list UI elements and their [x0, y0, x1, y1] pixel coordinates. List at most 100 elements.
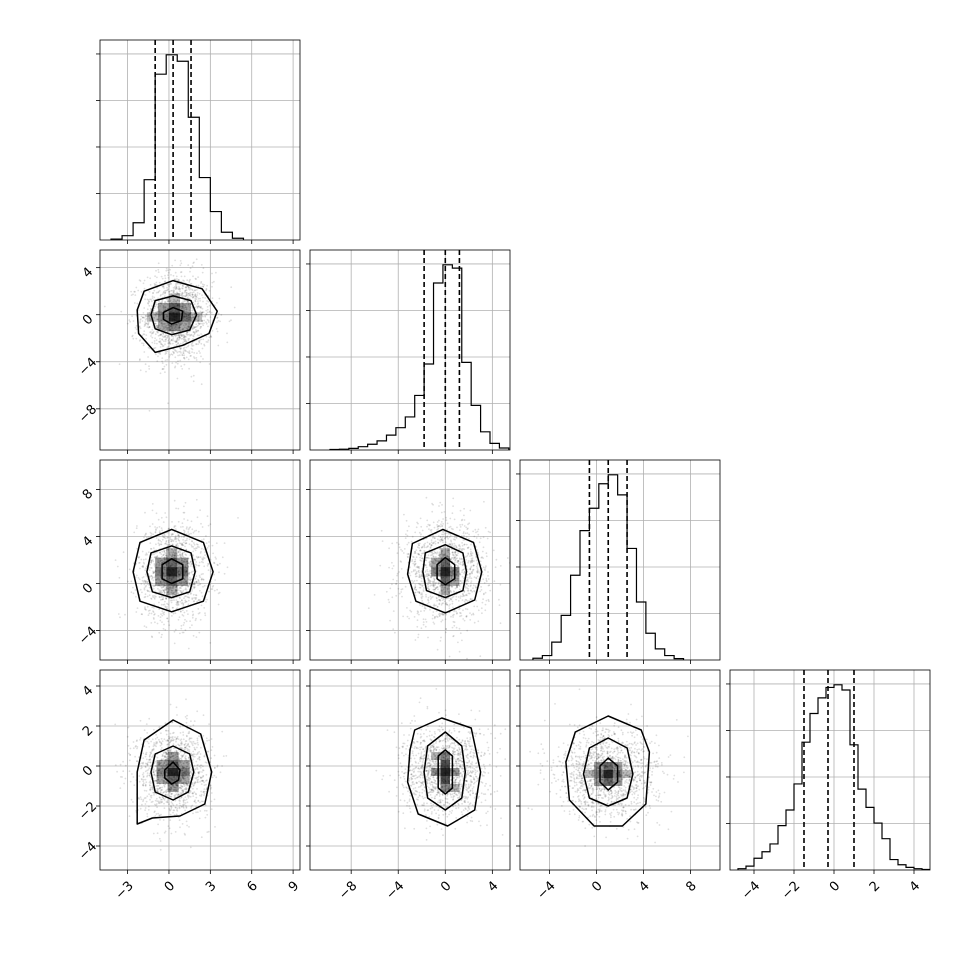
scatter-point	[201, 314, 204, 317]
scatter-point	[181, 754, 184, 757]
scatter-point	[203, 794, 205, 797]
scatter-point	[148, 311, 151, 314]
scatter-point	[450, 566, 453, 568]
scatter-point	[165, 540, 168, 543]
scatter-point	[181, 303, 184, 305]
scatter-point	[195, 330, 198, 332]
scatter-point	[469, 575, 471, 578]
scatter-point	[187, 557, 190, 560]
scatter-point	[466, 594, 468, 597]
scatter-point	[453, 518, 456, 521]
scatter-point	[164, 584, 167, 587]
scatter-point	[172, 586, 175, 588]
scatter-point	[179, 264, 182, 267]
scatter-point	[148, 755, 151, 758]
scatter-point	[161, 586, 164, 589]
scatter-point	[187, 792, 190, 795]
scatter-point	[191, 783, 194, 785]
scatter-point	[476, 605, 479, 608]
scatter-point	[431, 510, 434, 513]
density-cell	[166, 557, 178, 568]
scatter-point	[148, 805, 150, 808]
scatter-point	[167, 587, 170, 589]
scatter-point	[161, 335, 164, 338]
scatter-point	[163, 589, 165, 592]
scatter-point	[440, 539, 442, 541]
scatter-point	[178, 354, 181, 357]
scatter-point	[440, 636, 442, 639]
scatter-point	[198, 340, 201, 343]
scatter-point	[448, 605, 450, 607]
scatter-point	[149, 298, 152, 301]
scatter-point	[399, 560, 402, 562]
scatter-point	[395, 583, 397, 585]
scatter-point	[132, 320, 135, 322]
scatter-point	[433, 571, 435, 574]
scatter-point	[435, 572, 437, 574]
scatter-point	[144, 755, 147, 758]
scatter-point	[453, 580, 455, 583]
scatter-point	[184, 539, 187, 542]
scatter-point	[453, 538, 455, 541]
scatter-point	[487, 598, 490, 601]
scatter-point	[167, 323, 170, 326]
scatter-point	[166, 324, 169, 326]
scatter-point	[441, 525, 444, 527]
scatter-point	[146, 815, 149, 818]
scatter-point	[169, 790, 171, 793]
scatter-point	[441, 533, 443, 536]
scatter-point	[169, 328, 172, 331]
scatter-point	[175, 538, 177, 541]
scatter-point	[179, 600, 182, 603]
scatter-point	[441, 539, 444, 541]
scatter-point	[188, 538, 191, 541]
scatter-point	[145, 322, 148, 325]
scatter-point	[211, 544, 214, 547]
scatter-point	[413, 563, 416, 566]
scatter-point	[449, 543, 452, 545]
scatter-point	[474, 585, 477, 587]
scatter-point	[448, 526, 451, 529]
scatter-point	[453, 579, 456, 582]
scatter-point	[199, 322, 202, 325]
scatter-point	[163, 556, 165, 559]
scatter-point	[436, 529, 439, 531]
scatter-point	[218, 297, 221, 300]
contour-level-0	[436, 556, 456, 586]
scatter-point	[165, 781, 168, 783]
scatter-point	[144, 573, 147, 576]
density-cell	[431, 557, 441, 568]
scatter-point	[162, 291, 165, 294]
scatter-point	[205, 535, 207, 537]
scatter-point	[177, 334, 180, 336]
scatter-point	[185, 582, 188, 585]
scatter-point	[180, 585, 183, 588]
scatter-point	[185, 292, 188, 294]
scatter-point	[144, 740, 147, 742]
scatter-point	[177, 330, 180, 333]
scatter-point	[155, 313, 158, 315]
scatter-point	[178, 334, 181, 337]
scatter-point	[188, 352, 191, 355]
scatter-point	[192, 295, 194, 298]
scatter-point	[192, 316, 195, 318]
scatter-point	[172, 591, 175, 594]
scatter-point	[150, 561, 152, 563]
scatter-point	[181, 284, 184, 286]
scatter-point	[427, 554, 430, 557]
scatter-point	[420, 573, 423, 576]
scatter-point	[168, 326, 171, 329]
scatter-point	[168, 300, 171, 303]
scatter-point	[172, 551, 175, 553]
scatter-point	[459, 612, 462, 615]
scatter-point	[197, 343, 200, 345]
scatter-point	[126, 322, 129, 325]
scatter-point	[182, 337, 185, 340]
scatter-point	[433, 586, 435, 588]
scatter-point	[180, 796, 183, 799]
scatter-point	[184, 796, 187, 798]
scatter-point	[204, 554, 207, 556]
scatter-point	[484, 609, 487, 612]
scatter-point	[197, 302, 200, 304]
scatter-point	[164, 606, 167, 609]
